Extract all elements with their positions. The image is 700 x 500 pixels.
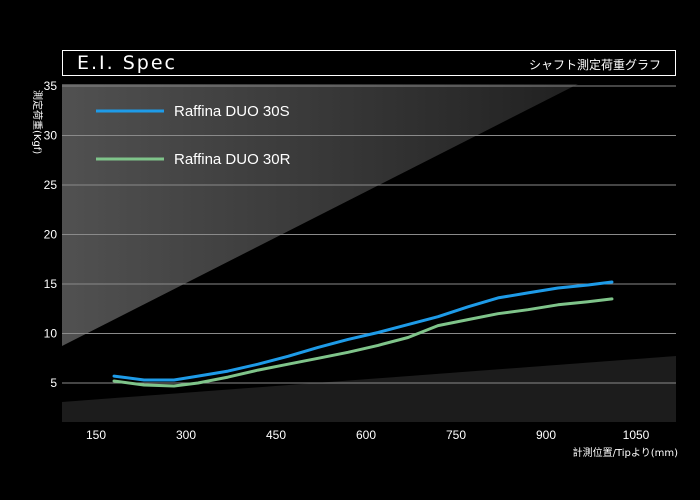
chart-header: E.I. Spec シャフト測定荷重グラフ bbox=[62, 50, 676, 76]
x-tick-label: 600 bbox=[356, 428, 376, 442]
x-tick-label: 450 bbox=[266, 428, 286, 442]
series-lines bbox=[112, 280, 614, 388]
y-tick-label: 30 bbox=[44, 129, 58, 143]
x-tick-label: 300 bbox=[176, 428, 196, 442]
x-tick-label: 900 bbox=[536, 428, 556, 442]
x-tick-label: 1050 bbox=[623, 428, 650, 442]
y-axis-ticks: 5 10 15 20 25 30 35 bbox=[44, 79, 58, 390]
x-tick-label: 150 bbox=[86, 428, 106, 442]
y-axis-label: 測定荷重(Kgf) bbox=[31, 90, 44, 154]
y-tick-label: 20 bbox=[44, 228, 58, 242]
series-line-r bbox=[112, 297, 614, 388]
y-tick-label: 35 bbox=[44, 79, 58, 93]
y-tick-label: 5 bbox=[50, 376, 57, 390]
x-axis-label: 計測位置/Tipより(mm) bbox=[573, 446, 678, 459]
y-tick-label: 10 bbox=[44, 327, 58, 341]
y-tick-label: 25 bbox=[44, 178, 58, 192]
series-line-s bbox=[112, 280, 614, 382]
legend: Raffina DUO 30S Raffina DUO 30R bbox=[96, 103, 291, 168]
legend-label: Raffina DUO 30R bbox=[174, 151, 291, 168]
y-tick-label: 15 bbox=[44, 277, 58, 291]
header-subtitle: シャフト測定荷重グラフ bbox=[528, 58, 661, 72]
legend-label: Raffina DUO 30S bbox=[174, 103, 290, 120]
header-title: E.I. Spec bbox=[77, 52, 177, 74]
x-tick-label: 750 bbox=[446, 428, 466, 442]
plot-background bbox=[62, 84, 676, 422]
x-axis-ticks: 150 300 450 600 750 900 1050 bbox=[86, 428, 650, 442]
